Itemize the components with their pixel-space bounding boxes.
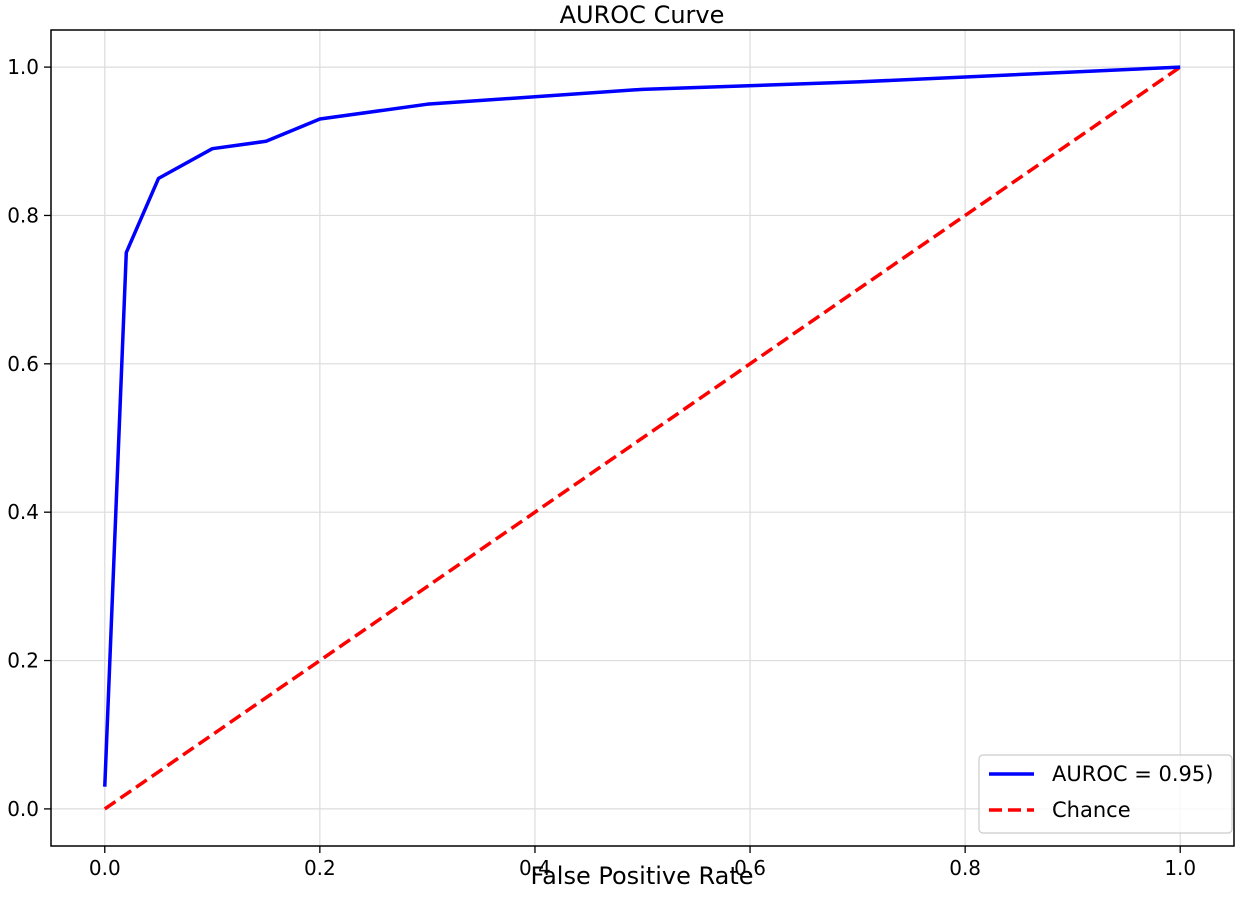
y-tick-label: 0.0 <box>7 797 39 821</box>
chart-title: AUROC Curve <box>560 1 725 29</box>
legend-entries: AUROC = 0.95) Chance <box>989 762 1213 822</box>
legend-box <box>978 754 1233 834</box>
x-axis-label: False Positive Rate <box>530 862 753 890</box>
x-tick-label: 0.8 <box>949 856 981 880</box>
y-tick-label: 0.6 <box>7 352 39 376</box>
x-tick-label: 0.6 <box>734 856 766 880</box>
series-layer <box>103 65 1182 811</box>
y-tick-label: 0.4 <box>7 500 39 524</box>
legend: AUROC = 0.95) Chance <box>978 754 1233 834</box>
auroc-curve-line <box>103 65 1181 787</box>
x-tick-label: 0.2 <box>304 856 336 880</box>
legend-chance-label: Chance <box>1052 798 1131 822</box>
x-tick-label: 1.0 <box>1164 856 1196 880</box>
plot-frame <box>50 29 1235 847</box>
y-tick-label: 1.0 <box>7 55 39 79</box>
y-tick-label: 0.8 <box>7 203 39 227</box>
y-tick-label: 0.2 <box>7 649 39 673</box>
x-tick-label: 0.4 <box>519 856 551 880</box>
grid-layer <box>51 30 1234 846</box>
chance-line <box>103 65 1182 811</box>
tick-layer: 0.0 0.2 0.4 0.6 0.8 1.0 0.0 0.2 0.4 0.6 0.8 1.0 <box>7 55 1196 880</box>
x-tick-label: 0.0 <box>89 856 121 880</box>
legend-auroc-label: AUROC = 0.95) <box>1052 762 1213 786</box>
